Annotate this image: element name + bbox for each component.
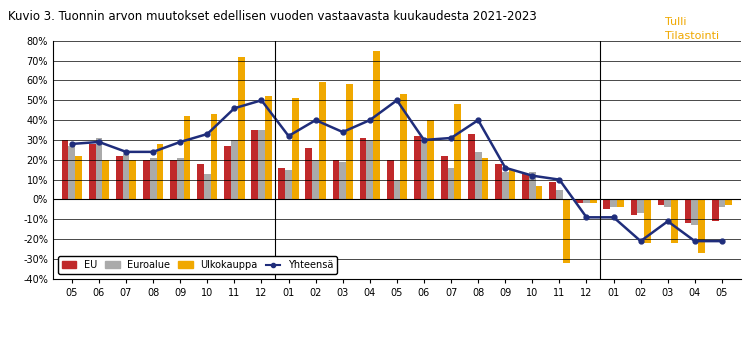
Bar xyxy=(536,186,543,200)
Bar xyxy=(475,152,482,200)
Bar xyxy=(251,130,258,200)
Bar xyxy=(231,140,238,200)
Bar xyxy=(448,168,454,200)
Bar xyxy=(665,200,671,207)
Bar xyxy=(725,200,732,205)
Bar xyxy=(292,98,299,200)
Bar xyxy=(373,51,380,200)
Bar xyxy=(692,200,699,225)
Bar xyxy=(211,114,218,200)
Bar xyxy=(102,160,109,200)
Bar xyxy=(76,156,82,200)
Bar xyxy=(427,120,434,200)
Bar xyxy=(265,96,271,200)
Bar xyxy=(610,200,617,207)
Bar xyxy=(603,200,610,209)
Bar xyxy=(69,146,76,200)
Bar xyxy=(62,140,69,200)
Bar xyxy=(394,180,400,200)
Bar xyxy=(143,160,150,200)
Bar xyxy=(116,156,122,200)
Bar xyxy=(305,148,312,200)
Bar xyxy=(522,174,529,200)
Bar xyxy=(312,160,319,200)
Bar xyxy=(258,130,265,200)
Bar xyxy=(617,200,624,207)
Bar xyxy=(156,144,163,200)
Bar xyxy=(502,172,509,200)
Bar xyxy=(285,170,292,200)
Bar xyxy=(387,160,394,200)
Bar xyxy=(122,154,129,200)
Bar xyxy=(197,164,204,200)
Bar xyxy=(550,182,556,200)
Bar xyxy=(150,158,156,200)
Bar xyxy=(711,200,718,221)
Bar xyxy=(658,200,665,205)
Bar xyxy=(556,190,562,200)
Bar xyxy=(225,146,231,200)
Bar xyxy=(562,200,569,263)
Text: Kuvio 3. Tuonnin arvon muutokset edellisen vuoden vastaavasta kuukaudesta 2021-2: Kuvio 3. Tuonnin arvon muutokset edellis… xyxy=(8,10,536,23)
Bar xyxy=(95,138,102,200)
Bar xyxy=(129,160,136,200)
Bar xyxy=(367,140,373,200)
Bar xyxy=(360,138,367,200)
Bar xyxy=(346,84,353,200)
Legend: EU, Euroalue, Ulkokauppa, Yhteensä: EU, Euroalue, Ulkokauppa, Yhteensä xyxy=(57,256,337,274)
Bar xyxy=(339,162,346,200)
Bar xyxy=(333,160,339,200)
Bar xyxy=(278,168,285,200)
Bar xyxy=(482,158,488,200)
Bar xyxy=(400,95,407,200)
Bar xyxy=(88,144,95,200)
Bar xyxy=(509,170,516,200)
Bar xyxy=(468,134,475,200)
Bar xyxy=(590,200,596,203)
Bar xyxy=(718,200,725,207)
Bar xyxy=(699,200,705,253)
Bar xyxy=(529,172,536,200)
Bar xyxy=(319,83,326,200)
Bar xyxy=(685,200,692,223)
Bar xyxy=(184,116,191,200)
Bar xyxy=(644,200,651,243)
Bar xyxy=(441,156,448,200)
Bar xyxy=(420,138,427,200)
Bar xyxy=(495,164,502,200)
Bar xyxy=(637,200,644,214)
Text: Tulli
Tilastointi: Tulli Tilastointi xyxy=(665,17,720,41)
Bar xyxy=(238,57,244,200)
Bar xyxy=(177,158,184,200)
Bar xyxy=(671,200,678,243)
Bar xyxy=(454,104,461,200)
Bar xyxy=(576,200,583,203)
Bar xyxy=(414,136,420,200)
Bar xyxy=(204,174,211,200)
Bar xyxy=(170,160,177,200)
Bar xyxy=(631,200,637,215)
Bar xyxy=(583,200,590,203)
